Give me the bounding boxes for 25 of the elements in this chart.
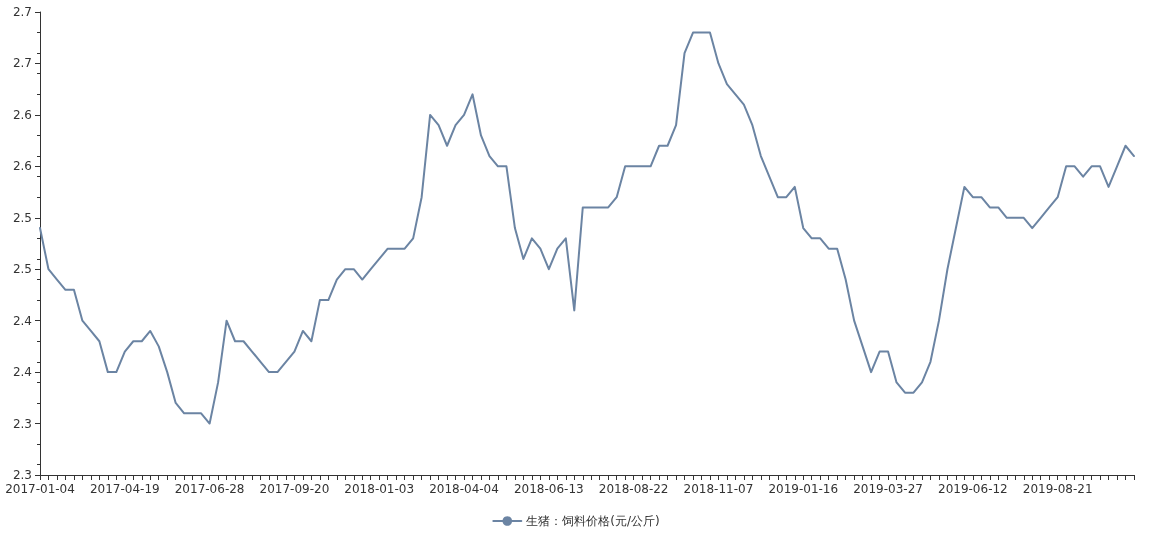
y-tick-label: 2.7 bbox=[12, 5, 32, 19]
x-tick-label: 2018-11-07 bbox=[683, 482, 754, 496]
legend-label: 生猪：饲料价格(元/公斤) bbox=[526, 514, 660, 528]
x-tick-label: 2017-01-04 bbox=[5, 482, 75, 496]
y-tick-label: 2.3 bbox=[12, 416, 32, 431]
y-tick-label: 2.5 bbox=[12, 210, 32, 225]
x-tick-label: 2019-08-21 bbox=[1022, 482, 1093, 496]
line-series bbox=[39, 31, 1135, 425]
x-tick-label: 2017-04-19 bbox=[89, 482, 160, 496]
x-tick-label: 2019-03-27 bbox=[853, 482, 923, 496]
x-tick-label: 2018-01-03 bbox=[344, 482, 415, 496]
y-tick-label: 2.7 bbox=[12, 56, 32, 71]
x-tick-label: 2017-09-20 bbox=[259, 482, 330, 496]
x-tick-label: 2019-01-16 bbox=[768, 482, 839, 496]
y-tick-label: 2.6 bbox=[12, 159, 32, 174]
x-tick-label: 2017-06-28 bbox=[174, 482, 245, 496]
x-tick-label: 2019-06-12 bbox=[937, 482, 1008, 496]
y-tick-label: 2.3 bbox=[12, 468, 32, 482]
x-tick-label: 2018-04-04 bbox=[429, 482, 499, 496]
y-tick-label: 2.6 bbox=[12, 107, 32, 122]
x-tick-label: 2018-08-22 bbox=[598, 482, 669, 496]
y-tick-label: 2.4 bbox=[12, 365, 32, 380]
y-tick-label: 2.4 bbox=[12, 313, 32, 328]
y-tick-label: 2.5 bbox=[12, 262, 32, 277]
x-tick-label: 2018-06-13 bbox=[513, 482, 584, 496]
